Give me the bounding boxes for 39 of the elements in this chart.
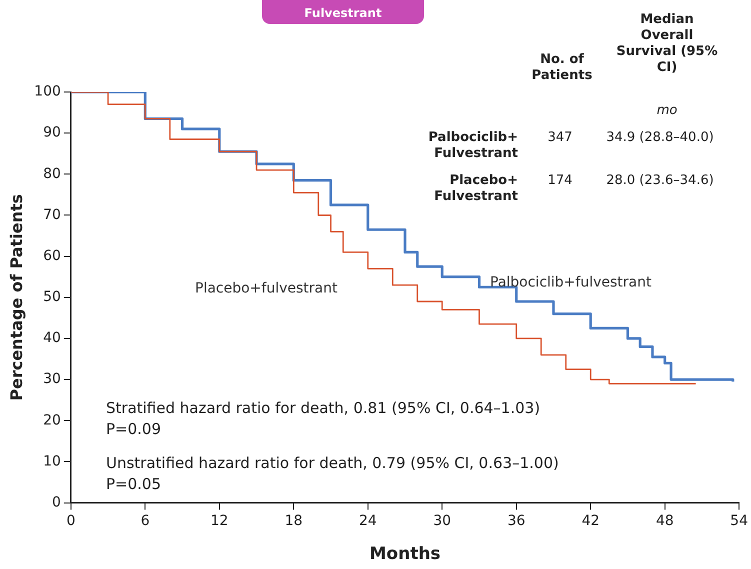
y-tick-label: 50: [43, 289, 61, 306]
x-tick-label: 36: [507, 512, 526, 529]
annotation: 347: [546, 130, 574, 146]
x-tick-label: 30: [433, 512, 452, 529]
y-tick-label: 20: [43, 412, 61, 428]
annotation: mo: [656, 103, 678, 119]
x-tick-label: 18: [284, 512, 303, 529]
x-tick-label: 0: [66, 512, 76, 529]
x-tick-label: 24: [358, 512, 377, 529]
text: Fulvestrant: [262, 0, 424, 24]
annotation: Stratified hazard ratio for death, 0.81 (95% CI, 0.64–1.03): [106, 398, 542, 418]
text: No. of Patients: [530, 52, 594, 84]
annotation: Palbociclib+ Fulvestrant: [427, 130, 518, 162]
text: Median Overall Survival (95% CI): [615, 12, 719, 76]
annotation: P=0.09: [106, 419, 162, 439]
annotation: 174: [546, 173, 574, 189]
y-tick-label: 60: [43, 248, 61, 264]
x-tick-label: 42: [582, 512, 600, 529]
text: Placebo+fulvestrant: [195, 280, 338, 297]
y-tick-label: 0: [52, 494, 61, 510]
x-axis-title: Months: [369, 544, 441, 564]
y-tick-label: 90: [43, 124, 61, 141]
y-tick-label: 30: [43, 371, 61, 388]
x-tick-label: 48: [656, 512, 674, 529]
y-axis-title: Percentage of Patients: [6, 194, 26, 401]
y-tick-label: 80: [43, 166, 61, 182]
y-tick-label: 10: [43, 453, 61, 470]
annotation: P=0.05: [106, 474, 162, 494]
annotation: Unstratified hazard ratio for death, 0.79 (95% CI, 0.63–1.00): [106, 453, 560, 473]
annotation: Placebo+ Fulvestrant: [433, 173, 518, 205]
x-tick-label: 12: [210, 512, 228, 529]
y-tick-label: 100: [34, 84, 61, 100]
x-tick-label: 6: [140, 512, 150, 529]
annotation: 28.0 (23.6–34.6): [605, 173, 715, 189]
y-tick-label: 70: [43, 206, 61, 223]
annotation: 34.9 (28.8–40.0): [605, 130, 715, 146]
y-tick-label: 40: [43, 330, 61, 346]
x-tick-label: 54: [730, 512, 748, 529]
series-label: Palbociclib+fulvestrant: [490, 274, 652, 291]
